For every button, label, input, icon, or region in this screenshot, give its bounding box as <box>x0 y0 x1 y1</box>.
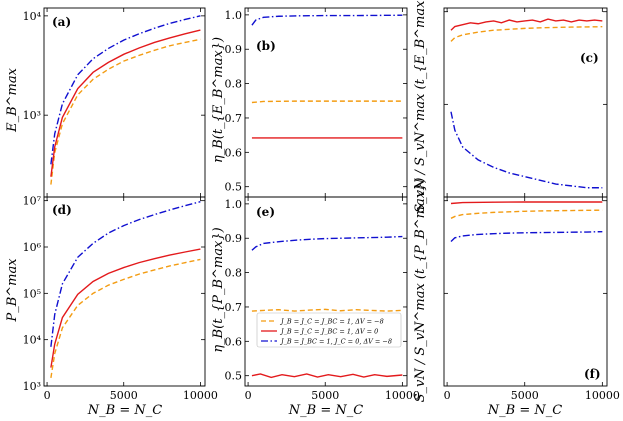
panel-frame <box>443 7 608 198</box>
x-tick-label: 0 <box>44 389 51 402</box>
panel-frame <box>43 196 206 387</box>
y-tick-label: 10³ <box>23 109 41 122</box>
panel-label-f: (f) <box>584 367 601 381</box>
y-tick-label: 1.0 <box>225 9 243 22</box>
panel-d: 0 5000 10000 10³ 10⁴ 10⁵ 10⁶ 10⁷ (d) P_B^max <box>5 195 218 402</box>
y-tick-label: 0.6 <box>225 146 243 159</box>
y-tick-label: 0.8 <box>225 78 243 91</box>
legend-box <box>256 312 402 348</box>
y-tick-label: 0.5 <box>225 181 243 194</box>
y-axis-label-a: E_B^max <box>5 67 20 133</box>
legend-entry: J_B = J_C = J_BC = 1, ΔV = 0 <box>279 328 378 336</box>
panel-label-b: (b) <box>256 39 276 53</box>
y-tick-label: 0.7 <box>225 112 243 125</box>
legend-entry: J_B = J_BC = 1, J_C = 0, ΔV = −8 <box>279 338 392 346</box>
panel-frame <box>244 7 408 198</box>
y-tick-label: 0.6 <box>225 335 243 348</box>
y-tick-label: 1.0 <box>225 198 243 211</box>
series-line-b-2 <box>251 14 403 26</box>
y-tick-label: 10⁴ <box>23 10 42 23</box>
y-axis-label-c: S_vN / S_vN^max (t_{E_B^max}) <box>413 0 428 213</box>
panel-label-e: (e) <box>256 205 275 219</box>
y-axis-label-d: P_B^max <box>5 258 20 323</box>
x-tick-label: 0 <box>245 389 252 402</box>
y-tick-label: 10⁷ <box>23 195 42 208</box>
series-line-f-0 <box>450 209 603 219</box>
panel-label-c: (c) <box>580 51 599 65</box>
x-tick-label: 0 <box>444 389 451 402</box>
series-line-d-0 <box>50 258 201 378</box>
series-line-e-2 <box>251 235 403 251</box>
panel-label-d: (d) <box>52 203 72 217</box>
series-line-d-1 <box>50 248 201 368</box>
panel-b: 0.5 0.6 0.7 0.8 0.9 1.0 (b) η_B(t_{E_B^max}) <box>211 7 408 198</box>
y-tick-label: 10⁶ <box>23 241 42 254</box>
panel-a: 10³ 10⁴ (a) E_B^max <box>5 7 206 198</box>
y-tick-label: 10⁵ <box>23 287 41 300</box>
x-tick-label: 5000 <box>511 389 539 402</box>
x-tick-label: 10000 <box>385 389 420 402</box>
y-tick-label: 10⁴ <box>23 334 42 347</box>
y-tick-label: 0.9 <box>225 232 243 245</box>
y-axis-label-e: η_B(t_{P_B^max}) <box>211 227 226 352</box>
series-line-c-0 <box>450 26 603 42</box>
panel-f: 0 5000 10000 (f) S_vN / S_vN^max (t_{P_B^max… <box>413 178 620 403</box>
series-line-a-2 <box>50 15 201 165</box>
y-tick-label: 0.7 <box>225 301 243 314</box>
x-tick-label: 10000 <box>183 389 218 402</box>
x-axis-label: N_B = N_C <box>288 403 363 418</box>
panel-frame <box>244 196 408 387</box>
y-tick-label: 0.9 <box>225 43 243 56</box>
y-tick-label: 0.5 <box>225 370 243 383</box>
panel-c: (c) S_vN / S_vN^max (t_{E_B^max}) <box>413 0 608 213</box>
panel-frame <box>443 196 608 387</box>
series-line-b-0 <box>251 100 403 104</box>
panel-frame <box>43 7 206 198</box>
panel-label-a: (a) <box>52 15 71 29</box>
x-tick-label: 10000 <box>585 389 620 402</box>
x-tick-label: 5000 <box>311 389 339 402</box>
series-line-c-1 <box>450 18 603 31</box>
legend-entry: J_B = J_C = J_BC = 1, ΔV = −8 <box>279 318 384 326</box>
panel-e: 0 5000 10000 0.5 0.6 0.7 0.8 0.9 1.0 (e) η_B(t_{P_… <box>211 196 420 402</box>
x-tick-label: 5000 <box>110 389 138 402</box>
x-axis-label: N_B = N_C <box>87 403 162 418</box>
series-line-c-2 <box>450 111 603 189</box>
series-line-e-1 <box>251 373 403 379</box>
series-line-a-0 <box>50 38 201 185</box>
series-line-a-1 <box>50 29 201 177</box>
y-axis-label-b: η_B(t_{E_B^max}) <box>211 37 226 163</box>
series-line-e-0 <box>251 308 403 312</box>
y-axis-label-f: S_vN / S_vN^max (t_{P_B^max}) <box>413 178 428 403</box>
series-line-f-1 <box>450 201 603 205</box>
series-line-f-2 <box>450 230 603 242</box>
y-tick-label: 10³ <box>23 380 41 393</box>
y-tick-label: 0.8 <box>225 267 243 280</box>
series-line-d-2 <box>50 201 201 347</box>
x-axis-label: N_B = N_C <box>487 403 562 418</box>
